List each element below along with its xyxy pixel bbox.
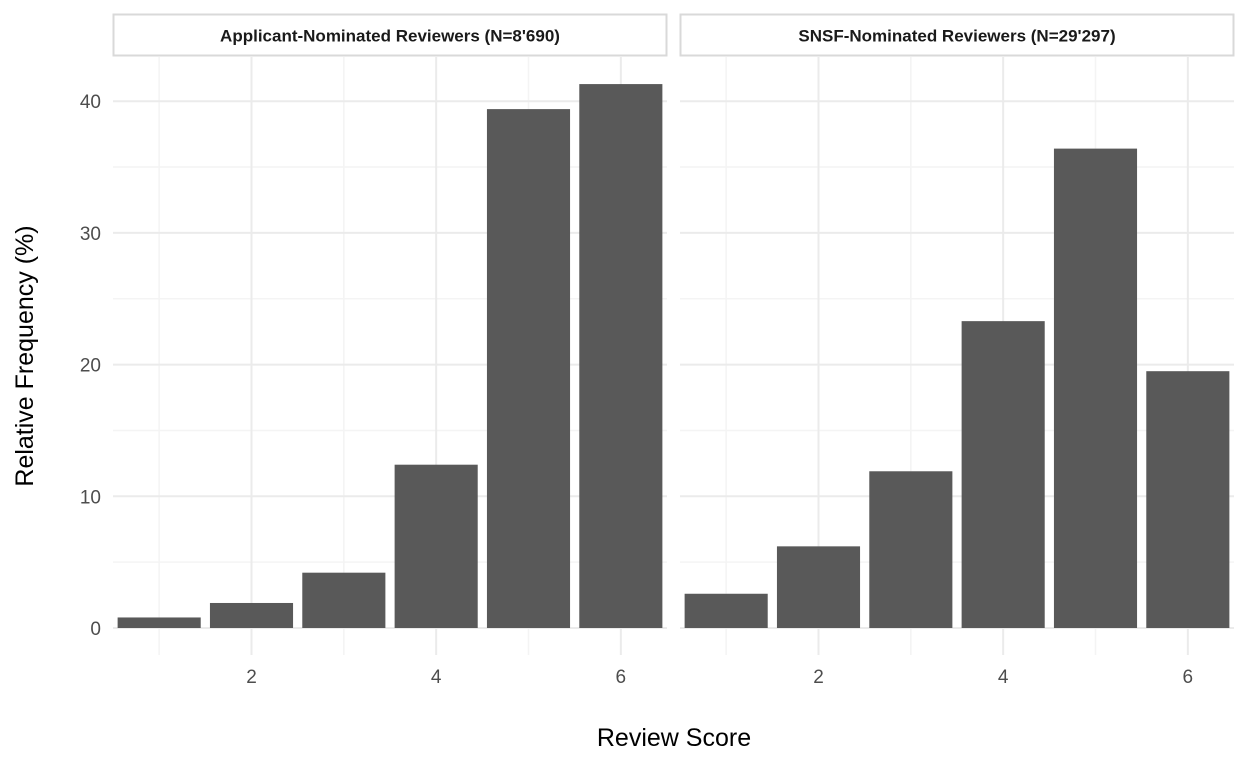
bar-score-1 <box>684 593 768 628</box>
panel-applicant-nominated: Applicant-Nominated Reviewers (N=8'690) … <box>112 13 668 688</box>
bars <box>684 148 1230 628</box>
bars <box>117 84 663 629</box>
x-tick-label: 6 <box>616 667 627 688</box>
bar-score-6 <box>1146 371 1230 628</box>
x-tick-label: 4 <box>431 667 442 688</box>
y-tick-label: 30 <box>80 224 101 245</box>
bar-score-4 <box>961 321 1045 628</box>
bar-score-5 <box>1053 148 1138 628</box>
bar-score-4 <box>394 464 478 628</box>
x-tick-labels: 2 4 6 <box>246 667 626 688</box>
x-tick-label: 4 <box>998 667 1009 688</box>
bar-score-3 <box>302 572 386 628</box>
x-tick-label: 6 <box>1183 667 1194 688</box>
y-tick-labels: 0 10 20 30 40 <box>80 92 101 640</box>
x-tick-label: 2 <box>246 667 257 688</box>
x-tick-label: 2 <box>813 667 824 688</box>
panel-strip <box>679 13 1235 57</box>
bar-score-6 <box>579 84 663 629</box>
x-tick-labels: 2 4 6 <box>813 667 1193 688</box>
x-axis-title: Review Score <box>597 724 751 752</box>
bar-score-2 <box>209 602 294 628</box>
y-tick-label: 20 <box>80 356 101 377</box>
panel-title: Applicant-Nominated Reviewers (N=8'690) <box>220 27 560 46</box>
panel-strip <box>112 13 668 57</box>
y-tick-label: 10 <box>80 487 101 508</box>
bar-score-5 <box>486 109 571 629</box>
y-tick-label: 40 <box>80 92 101 113</box>
panel-title: SNSF-Nominated Reviewers (N=29'297) <box>798 27 1115 46</box>
y-tick-label: 0 <box>90 619 101 640</box>
bar-score-3 <box>869 471 953 628</box>
y-axis-title: Relative Frequency (%) <box>11 225 39 486</box>
panel-snsf-nominated: SNSF-Nominated Reviewers (N=29'297) 2 4 6 <box>679 13 1235 688</box>
bar-score-2 <box>776 546 861 628</box>
bar-score-1 <box>117 617 201 628</box>
